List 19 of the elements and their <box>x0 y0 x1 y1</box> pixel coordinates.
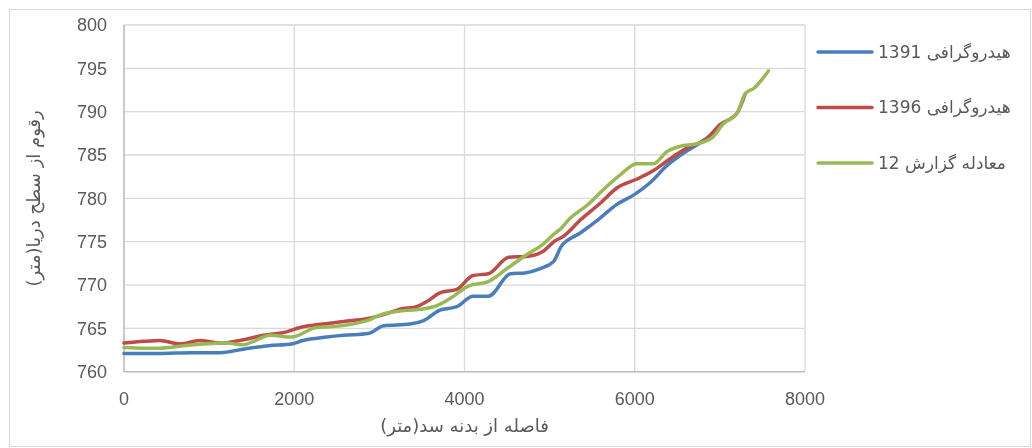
x-tick-label: 8000 <box>784 388 826 409</box>
y-tick-label: 775 <box>76 231 107 252</box>
y-tick-label: 760 <box>76 362 107 382</box>
y-tick-label: 780 <box>76 188 107 209</box>
x-tick-label: 2000 <box>274 388 315 409</box>
y-tick-label: 770 <box>76 275 107 296</box>
x-axis-title: فاصله از بدنه سد(متر) <box>380 415 549 437</box>
legend-label: معادله گزارش 12 <box>878 152 1006 173</box>
y-tick-label: 790 <box>76 101 107 122</box>
x-tick-label: 0 <box>118 388 130 409</box>
legend-label: هیدروگرافی 1396 <box>878 97 1011 118</box>
y-tick-label: 785 <box>76 145 107 166</box>
x-tick-label: 6000 <box>614 388 655 409</box>
y-tick-label: 795 <box>76 58 107 79</box>
y-axis-title: رقوم از سطح دریا(متر) <box>23 110 45 287</box>
x-tick-label: 4000 <box>444 388 485 409</box>
y-tick-label: 800 <box>76 15 107 36</box>
legend-label: هیدروگرافی 1391 <box>878 41 1011 62</box>
y-tick-label: 765 <box>76 318 107 339</box>
